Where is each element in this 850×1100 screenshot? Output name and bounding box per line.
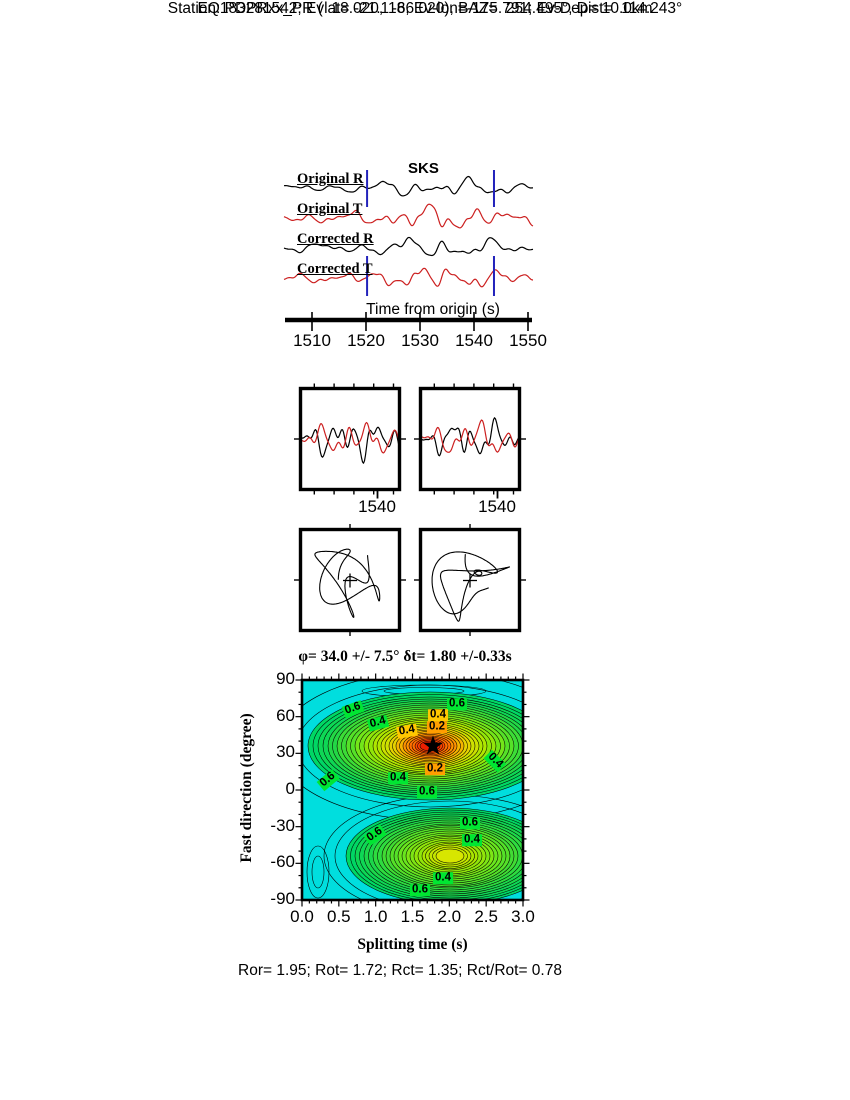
time-tick-label: 1540 bbox=[455, 331, 493, 350]
trace-label-corrected-t: Corrected T bbox=[297, 261, 373, 277]
contour-level-label: 0.4 bbox=[428, 708, 448, 721]
fastdir-tick-label: 60 bbox=[276, 705, 295, 725]
trace-original-t bbox=[283, 203, 534, 229]
contour-level-label: 0.4 bbox=[462, 833, 482, 846]
time-axis-label: Time from origin (s) bbox=[366, 301, 500, 318]
trace-label-original-r: Original R bbox=[297, 171, 364, 187]
window-waveform-box-right bbox=[414, 383, 526, 499]
splittime-tick-label: 2.5 bbox=[474, 907, 498, 926]
trace-corrected-t bbox=[283, 267, 534, 288]
contour-level-label: 0.4 bbox=[388, 771, 408, 784]
splittime-tick-label: 2.0 bbox=[437, 907, 462, 926]
trace-label-original-t: Original T bbox=[297, 201, 363, 217]
fastdir-tick-label: 90 bbox=[276, 669, 295, 688]
contour-level-label: 0.4 bbox=[433, 871, 453, 884]
contour-title: φ= 34.0 +/- 7.5° δt= 1.80 +/-0.33s bbox=[298, 648, 512, 665]
error-surface-svg bbox=[295, 673, 530, 907]
window-trace-red bbox=[420, 419, 520, 453]
time-tick-label: 1520 bbox=[347, 331, 385, 350]
best-fit-star bbox=[423, 735, 443, 755]
window-trace-black bbox=[300, 426, 400, 464]
time-tick-label: 1530 bbox=[401, 331, 439, 350]
trace-corrected-r bbox=[283, 236, 534, 257]
fastdir-tick-label: 0 bbox=[285, 779, 295, 798]
contour-level-label: 0.2 bbox=[425, 762, 445, 775]
trace-original-r bbox=[283, 175, 533, 197]
splittime-tick-label: 3.0 bbox=[511, 907, 535, 926]
contour-level-label: 0.6 bbox=[417, 785, 437, 798]
time-axis-line bbox=[285, 312, 532, 331]
time-tick-label: 1550 bbox=[509, 331, 547, 350]
particle-motion-curve bbox=[431, 551, 511, 622]
splittime-tick-label: 0.0 bbox=[290, 907, 314, 926]
contour-level-label: 0.6 bbox=[460, 816, 480, 829]
window-tick-label-right: 1540 bbox=[478, 497, 516, 516]
window-waveform-box-left bbox=[294, 383, 406, 499]
splittime-tick-label: 1.0 bbox=[363, 907, 388, 926]
time-tick-label: 1510 bbox=[293, 331, 331, 350]
particle-motion-box-left bbox=[294, 524, 406, 636]
window-trace-red bbox=[300, 421, 400, 454]
window-tick-label-left: 1540 bbox=[358, 497, 396, 516]
fastdir-tick-label: -60 bbox=[270, 852, 295, 872]
event-info-line: EQ183281542; Evlat= -21.118, Ev-lon=-175… bbox=[197, 0, 653, 17]
fastdir-tick-label: 30 bbox=[276, 742, 295, 762]
splittime-tick-label: 0.5 bbox=[327, 907, 351, 926]
fastdir-tick-label: -30 bbox=[270, 815, 295, 835]
window-trace-black bbox=[420, 417, 520, 457]
seismogram-traces bbox=[283, 170, 534, 296]
station-info-line: Station: PDPRxx_PR ( 18.020, -66.020), B… bbox=[167, 0, 683, 17]
contour-xlabel: Splitting time (s) bbox=[357, 936, 468, 953]
contour-level-label: 0.2 bbox=[427, 720, 447, 733]
particle-motion-box-right bbox=[414, 524, 526, 636]
particle-motion-curve bbox=[314, 548, 381, 618]
phase-label-sks: SKS bbox=[408, 160, 439, 177]
contour-level-label: 0.6 bbox=[447, 697, 467, 710]
splittime-tick-label: 1.5 bbox=[400, 907, 425, 926]
quality-stats-line: Ror= 1.95; Rot= 1.72; Rct= 1.35; Rct/Rot… bbox=[238, 962, 562, 979]
contour-level-label: 0.6 bbox=[410, 883, 430, 896]
fastdir-tick-label: -90 bbox=[270, 889, 295, 908]
trace-label-corrected-r: Corrected R bbox=[297, 231, 374, 247]
